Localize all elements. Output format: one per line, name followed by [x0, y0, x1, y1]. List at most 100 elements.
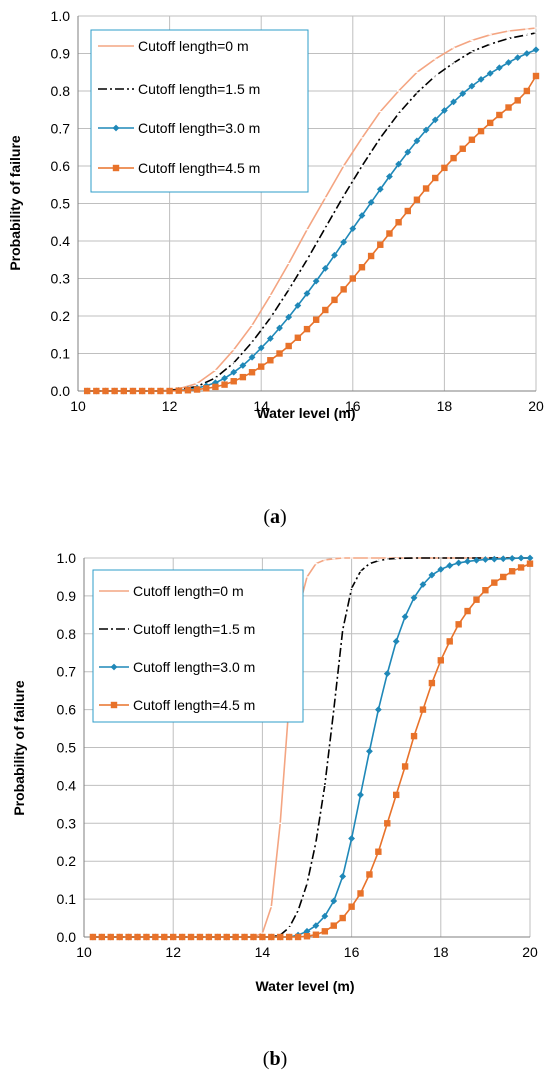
panel-b-y-tick-label: 0.7	[57, 664, 77, 680]
panel-a-series-3-point	[367, 252, 375, 260]
panel-a-caption: (a)	[263, 506, 286, 528]
panel-a-x-tick-label: 10	[70, 398, 86, 414]
panel-b-series-3-point	[321, 928, 329, 935]
panel-b-legend-marker-3	[110, 701, 118, 709]
panel-a-series-3-point	[193, 386, 201, 393]
panel-a-series-3-point	[505, 104, 512, 111]
panel-b-series-3-point	[517, 564, 525, 571]
panel-b: 0.0 0.1 0.2 0.3 0.4 0.5 0.6 0.7 0.8 0.9 1.0 10 12 14…	[11, 550, 538, 1070]
panel-a-series-2-point	[514, 54, 522, 62]
panel-b-y-tick-labels: 0.0 0.1 0.2 0.3 0.4 0.5 0.6 0.7 0.8 0.9 1.0	[57, 550, 77, 945]
panel-b-series-2-point	[499, 555, 507, 563]
panel-a-series-3-point	[523, 87, 531, 95]
panel-a-series-3-point	[312, 316, 320, 323]
panel-a-series-2-point	[303, 290, 311, 297]
panel-a-series-3-point	[129, 387, 137, 395]
panel-b-series-2-point	[339, 872, 347, 880]
panel-b-series-3-point	[214, 933, 221, 941]
panel-a-series-3-point	[514, 97, 521, 104]
panel-a-y-tick-label: 0.2	[51, 308, 71, 324]
panel-b-y-axis-title: Probability of failure	[11, 680, 27, 816]
panel-b-series-2-point	[303, 927, 311, 935]
panel-a-series-3-point	[468, 136, 476, 143]
panel-a-legend-marker-3	[112, 164, 120, 172]
panel-a-series-3-point	[258, 363, 265, 370]
panel-a-series-2-point	[459, 90, 467, 98]
panel-b-series-3-point	[366, 871, 373, 878]
panel-a-series-3-point	[432, 174, 439, 182]
panel-b-series-2-point	[428, 571, 436, 579]
panel-a-series-2-point	[248, 353, 256, 361]
panel-b-x-tick-labels: 10 12 14 16 18 20	[76, 944, 538, 960]
panel-b-series-2-point	[392, 637, 400, 645]
panel-b-series-2-point	[446, 562, 454, 569]
panel-b-legend-items	[99, 590, 129, 709]
panel-a: 0.0 0.1 0.2 0.3 0.4 0.5 0.6 0.7 0.8 0.9 1.0 10 12 14…	[7, 8, 544, 528]
panel-b-x-tick-label: 16	[344, 944, 360, 960]
panel-b-y-tick-label: 0.4	[57, 777, 77, 793]
panel-a-series-2-point	[321, 264, 329, 272]
panel-a-series-2-point	[294, 302, 302, 309]
panel-a-series-3-point	[441, 164, 448, 172]
panel-a-y-tick-label: 0.3	[51, 271, 71, 287]
panel-a-series-3-point	[138, 387, 146, 395]
panel-a-y-tick-label: 0.5	[51, 196, 71, 212]
panel-a-y-tick-label: 0.0	[51, 383, 71, 399]
panel-a-series-2-point	[257, 344, 265, 352]
panel-a-series-3-point	[120, 387, 127, 395]
panel-b-series-2-point	[473, 556, 480, 564]
panel-a-series-2-point	[266, 335, 274, 342]
panel-b-series-2-point	[401, 613, 409, 621]
panel-b-series-3-point	[348, 903, 355, 910]
panel-a-series-2-point	[413, 137, 421, 145]
panel-b-x-tick-label: 18	[433, 944, 449, 960]
panel-a-y-axis-title: Probability of failure	[7, 135, 23, 271]
panel-b-series-2-point	[357, 791, 364, 799]
panel-a-series-3-point	[148, 387, 155, 395]
panel-b-series-3-point	[491, 579, 498, 586]
panel-a-series-2-point	[312, 277, 320, 285]
panel-a-legend: Cutoff length=0 m Cutoff length=1.5 m Cu…	[90, 29, 309, 193]
panel-b-y-tick-label: 1.0	[57, 550, 77, 566]
panel-a-y-tick-label: 0.8	[51, 83, 71, 99]
panel-b-y-tick-label: 0.2	[57, 853, 77, 869]
panel-b-series-3-point	[250, 933, 257, 941]
panel-a-series-3-point	[102, 387, 109, 395]
panel-b-series-3-point	[419, 706, 427, 713]
panel-a-series-2-point	[450, 98, 457, 106]
panel-a-series-3-point	[477, 127, 485, 135]
panel-a-series-2-point	[441, 107, 448, 114]
panel-a-series-3-point	[184, 387, 192, 394]
panel-b-series-3-point	[89, 933, 97, 941]
panel-a-legend-label-1: Cutoff length=1.5 m	[138, 81, 260, 97]
panel-b-series-2-point	[490, 555, 498, 563]
panel-a-series-3-point	[450, 154, 457, 162]
panel-a-series-2-point	[505, 59, 512, 66]
panel-a-series-3-point	[303, 325, 311, 333]
panel-b-y-tick-label: 0.5	[57, 740, 77, 756]
panel-b-series-3-point	[357, 890, 364, 897]
panel-a-series-2-point	[230, 368, 238, 376]
panel-a-series-3-point	[285, 342, 292, 350]
panel-b-legend-marker-2	[110, 663, 118, 671]
panel-a-series-3	[83, 72, 540, 395]
panel-b-series-2-point	[517, 554, 525, 562]
panel-a-series-2-point	[495, 64, 503, 72]
panel-a-series-3-point	[175, 387, 182, 394]
panel-b-series-3-point	[196, 933, 204, 941]
panel-b-series-2-point	[366, 747, 373, 755]
panel-a-series-2-point	[431, 116, 439, 124]
panel-a-series-3-point	[331, 296, 338, 304]
panel-b-legend-label-3: Cutoff length=4.5 m	[133, 697, 255, 713]
panel-b-series-3-point	[241, 933, 248, 941]
panel-a-series-2-point	[376, 185, 384, 193]
panel-a-y-tick-label: 0.7	[51, 121, 71, 137]
panel-a-x-tick-label: 18	[437, 398, 453, 414]
panel-a-series-3-point	[294, 334, 302, 341]
panel-a-series-3-point	[459, 145, 466, 152]
panel-a-series-2-point	[486, 69, 494, 77]
panel-a-series-3-point	[386, 230, 393, 237]
panel-a-series-3-point	[413, 196, 421, 203]
panel-b-series-3-point	[473, 596, 480, 603]
